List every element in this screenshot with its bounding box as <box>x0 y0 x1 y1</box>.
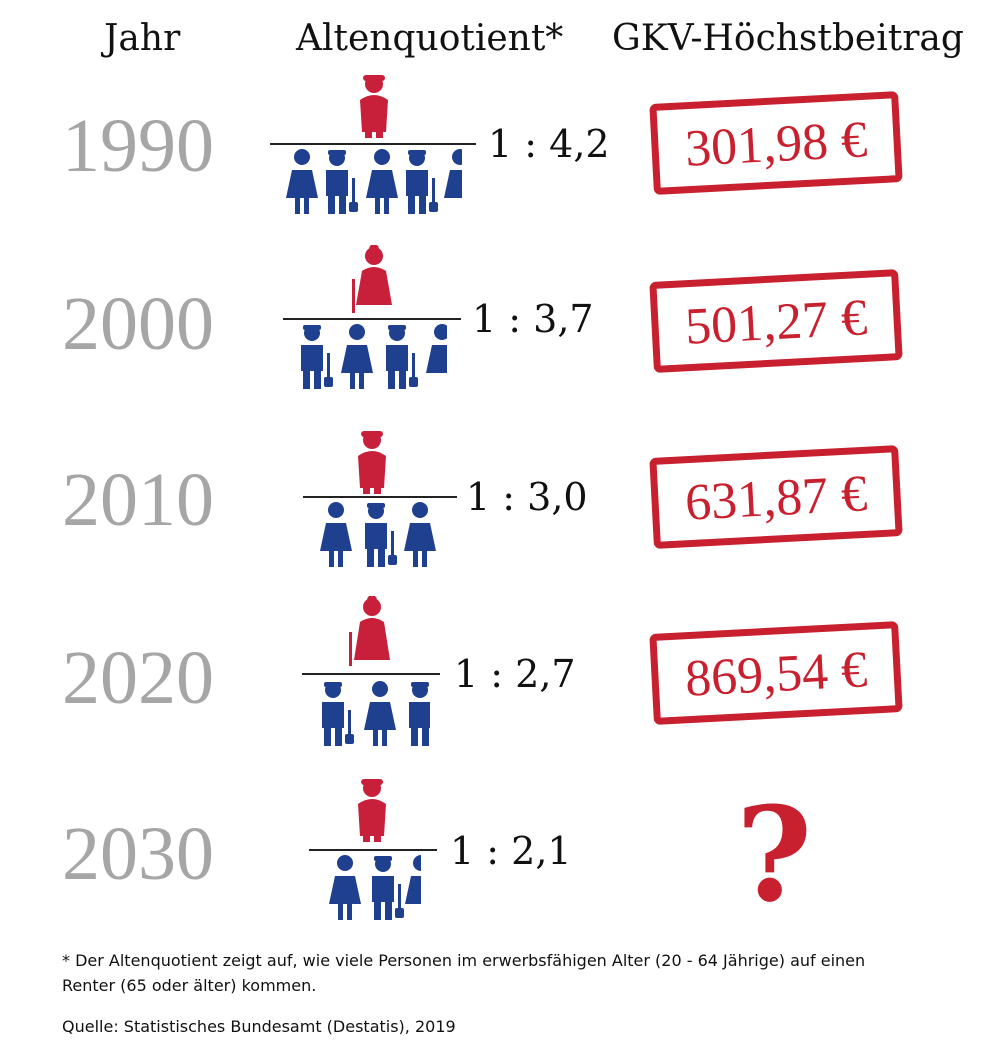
retiree-icon <box>352 776 392 842</box>
construction-worker-icon <box>406 150 438 214</box>
worker-woman-icon <box>286 149 318 214</box>
retiree-icon <box>350 245 396 313</box>
worker-woman-icon <box>364 681 396 746</box>
workers-row <box>318 501 442 567</box>
ratio-value: 1 : 3,7 <box>472 297 594 341</box>
elderly-man-icon <box>358 779 386 842</box>
contribution-stamp: 301,98 € <box>649 91 903 196</box>
unknown-contribution: ? <box>736 778 813 931</box>
workers-row <box>282 148 462 214</box>
worker-woman-icon <box>426 324 447 373</box>
stamp-frame-icon <box>649 621 903 725</box>
worker-woman-icon <box>366 149 398 214</box>
worker-woman-icon <box>341 324 373 389</box>
retiree-icon <box>346 596 394 670</box>
year-label: 2000 <box>62 282 214 366</box>
footnote: * Der Altenquotient zeigt auf, wie viele… <box>62 948 962 998</box>
ratio-value: 1 : 2,1 <box>450 829 572 873</box>
contribution-stamp: 501,27 € <box>649 269 903 374</box>
stamp-frame-icon <box>649 91 903 195</box>
contribution-stamp: 869,54 € <box>649 621 903 726</box>
elderly-man-icon <box>360 75 388 138</box>
retiree-icon <box>352 428 392 494</box>
worker-woman-icon <box>320 502 352 567</box>
construction-worker-icon <box>386 325 418 389</box>
worker-woman-icon <box>404 502 436 567</box>
workers-row <box>297 323 447 389</box>
workers-row <box>318 680 430 746</box>
ratio-line <box>302 673 440 675</box>
header-altenquotient: Altenquotient* <box>296 18 564 59</box>
stamp-frame-icon <box>649 269 903 373</box>
ratio-value: 1 : 3,0 <box>466 475 588 519</box>
worker-woman-icon <box>329 855 361 920</box>
worker-woman-icon <box>405 855 421 904</box>
construction-worker-icon <box>372 856 404 920</box>
construction-worker-icon <box>322 682 354 746</box>
contribution-stamp: 631,87 € <box>649 445 903 550</box>
year-label: 2030 <box>62 812 214 896</box>
worker-woman-icon <box>444 149 462 198</box>
ratio-value: 1 : 2,7 <box>454 652 576 696</box>
source-note: Quelle: Statistisches Bundesamt (Destati… <box>62 1017 456 1036</box>
ratio-value: 1 : 4,2 <box>488 122 610 166</box>
construction-worker-icon <box>365 503 397 567</box>
footnote-line-2: Renter (65 oder älter) kommen. <box>62 976 317 995</box>
elderly-woman-icon <box>349 596 390 666</box>
ratio-line <box>270 143 476 145</box>
ratio-line <box>283 318 461 320</box>
year-label: 1990 <box>62 104 214 188</box>
year-label: 2020 <box>62 636 214 720</box>
construction-worker-icon <box>326 150 358 214</box>
construction-worker-icon <box>409 682 430 746</box>
header-year: Jahr <box>104 18 181 59</box>
retiree-icon <box>354 72 394 138</box>
elderly-woman-icon <box>352 245 392 313</box>
ratio-line <box>303 496 457 498</box>
workers-row <box>327 854 421 920</box>
construction-worker-icon <box>301 325 333 389</box>
elderly-man-icon <box>358 431 386 494</box>
year-label: 2010 <box>62 458 214 542</box>
ratio-line <box>309 849 437 851</box>
header-gkv-hoechstbeitrag: GKV-Höchstbeitrag <box>612 18 964 59</box>
footnote-line-1: * Der Altenquotient zeigt auf, wie viele… <box>62 951 866 970</box>
stamp-frame-icon <box>649 445 903 549</box>
